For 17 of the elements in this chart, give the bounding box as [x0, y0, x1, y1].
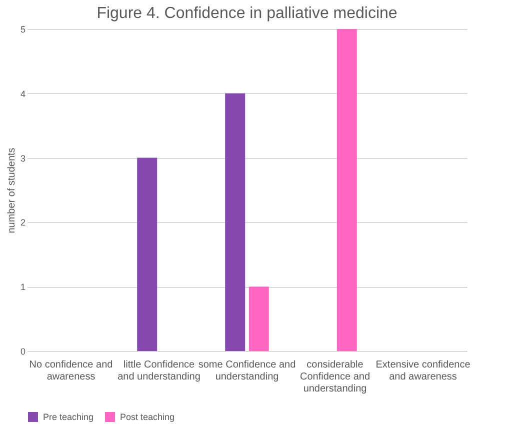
y-axis-title: number of students	[6, 148, 18, 234]
y-tick-label: 2	[20, 218, 26, 228]
bar	[336, 29, 357, 351]
x-tick-label: considerable Confidence and understanding	[300, 360, 370, 394]
legend-label: Pre teaching	[43, 412, 94, 422]
x-tick-label: No confidence and awareness	[29, 360, 113, 382]
y-tick-label: 1	[20, 282, 26, 292]
y-tick-label: 0	[20, 346, 26, 356]
y-tick-label: 3	[20, 153, 26, 164]
bar	[137, 158, 158, 351]
y-tick-label: 4	[20, 88, 26, 99]
legend-label: Post teaching	[120, 412, 175, 422]
bar	[248, 286, 269, 351]
chart-title: Figure 4. Confidence in palliative medicine	[96, 5, 398, 22]
bar	[225, 93, 246, 351]
y-tick-label: 5	[20, 24, 26, 34]
x-tick-label: Extensive confidence and awareness	[376, 360, 471, 382]
